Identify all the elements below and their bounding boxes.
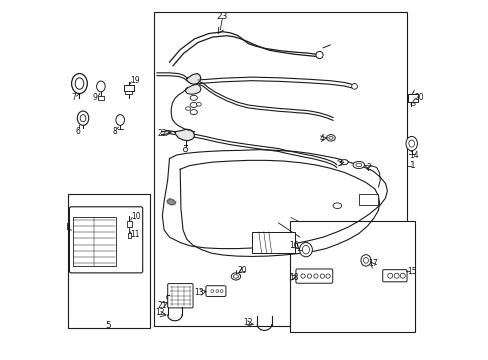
Text: 22: 22 — [157, 129, 167, 138]
Circle shape — [220, 290, 223, 293]
Text: 16: 16 — [289, 240, 299, 249]
Text: 20: 20 — [238, 266, 247, 275]
Bar — [251, 232, 294, 253]
Text: 10: 10 — [130, 212, 140, 221]
Ellipse shape — [231, 273, 240, 280]
Text: 12: 12 — [154, 309, 164, 318]
Ellipse shape — [190, 110, 197, 114]
Text: 6: 6 — [76, 127, 81, 136]
Ellipse shape — [77, 111, 88, 125]
Circle shape — [216, 290, 218, 293]
Text: 20: 20 — [413, 93, 423, 102]
Ellipse shape — [299, 243, 312, 257]
Ellipse shape — [328, 136, 332, 139]
Text: 18: 18 — [288, 273, 298, 282]
Bar — [123, 85, 134, 91]
Circle shape — [351, 84, 357, 89]
Ellipse shape — [71, 73, 87, 94]
FancyBboxPatch shape — [382, 270, 406, 282]
Polygon shape — [175, 129, 194, 141]
Circle shape — [320, 274, 324, 278]
Ellipse shape — [355, 163, 361, 167]
Ellipse shape — [326, 135, 335, 141]
Ellipse shape — [80, 114, 86, 122]
Text: 23: 23 — [216, 12, 227, 21]
Circle shape — [315, 51, 323, 59]
Text: 5: 5 — [105, 321, 111, 330]
Text: 21: 21 — [157, 301, 167, 310]
Ellipse shape — [332, 203, 341, 208]
Ellipse shape — [363, 257, 367, 263]
Circle shape — [183, 148, 187, 152]
Ellipse shape — [75, 78, 83, 89]
Bar — [358, 194, 378, 205]
Ellipse shape — [360, 255, 370, 266]
FancyBboxPatch shape — [69, 207, 142, 273]
Circle shape — [307, 274, 311, 278]
Bar — [407, 94, 417, 102]
Text: 9: 9 — [93, 93, 98, 102]
Bar — [127, 233, 131, 238]
Ellipse shape — [97, 81, 105, 92]
Bar — [98, 96, 103, 100]
Ellipse shape — [408, 140, 414, 147]
Bar — [127, 221, 131, 227]
Text: 14: 14 — [408, 151, 418, 160]
Text: 3: 3 — [336, 159, 341, 168]
Text: 13: 13 — [194, 288, 203, 297]
Text: 1: 1 — [408, 161, 414, 170]
Circle shape — [387, 273, 392, 278]
Ellipse shape — [352, 161, 364, 168]
Bar — [154, 12, 406, 327]
Circle shape — [400, 273, 405, 278]
Circle shape — [313, 274, 317, 278]
Text: 8: 8 — [113, 127, 117, 136]
Polygon shape — [185, 84, 201, 94]
Ellipse shape — [116, 114, 124, 125]
Circle shape — [210, 290, 213, 293]
Ellipse shape — [340, 159, 347, 165]
Circle shape — [300, 274, 305, 278]
FancyBboxPatch shape — [295, 269, 332, 283]
Text: 15: 15 — [407, 267, 416, 276]
Bar — [73, 217, 116, 266]
Text: 2: 2 — [366, 163, 370, 172]
Ellipse shape — [302, 246, 309, 254]
Ellipse shape — [410, 103, 414, 106]
Ellipse shape — [233, 275, 238, 278]
Text: 12: 12 — [243, 318, 252, 327]
Circle shape — [393, 273, 398, 278]
Text: 7: 7 — [71, 93, 76, 102]
FancyBboxPatch shape — [205, 286, 225, 296]
Ellipse shape — [190, 103, 197, 108]
Ellipse shape — [185, 107, 190, 111]
Polygon shape — [166, 199, 176, 205]
Text: 19: 19 — [130, 76, 140, 85]
Bar — [290, 221, 414, 332]
Bar — [67, 194, 149, 328]
Polygon shape — [186, 73, 201, 84]
Ellipse shape — [405, 136, 417, 151]
Ellipse shape — [196, 103, 201, 106]
Text: 4: 4 — [319, 134, 324, 143]
Text: 17: 17 — [367, 260, 377, 269]
FancyBboxPatch shape — [167, 284, 193, 308]
Bar — [125, 91, 132, 94]
Circle shape — [325, 274, 329, 278]
Text: 11: 11 — [130, 230, 139, 239]
Ellipse shape — [190, 95, 197, 100]
